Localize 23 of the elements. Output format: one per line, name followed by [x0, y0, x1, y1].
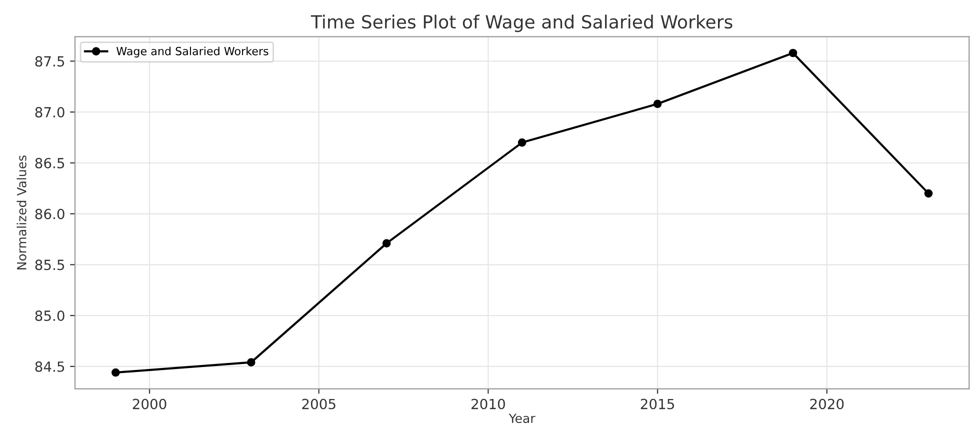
x-axis-title: Year — [508, 414, 536, 424]
x-tick-label: 2015 — [640, 398, 674, 410]
point — [382, 239, 391, 248]
y-tick-label: 86.0 — [35, 208, 64, 220]
y-tick-label: 85.5 — [35, 260, 64, 270]
point — [653, 100, 662, 108]
chart-title: Time Series Plot of Wage and Salaried Workers — [310, 14, 732, 32]
x-tick-label: 2020 — [810, 398, 844, 410]
point — [788, 48, 798, 58]
point — [924, 189, 933, 198]
point — [518, 138, 526, 147]
y-axis-title: Normalized Values — [16, 156, 26, 270]
y-tick-label: 87.5 — [35, 56, 64, 67]
x-tick-label: 2010 — [472, 398, 505, 410]
y-tick-label: 86.5 — [35, 158, 64, 168]
x-tick-label: 2000 — [132, 398, 166, 410]
point — [111, 368, 120, 377]
legend-label: Wage and Salaried Workers — [116, 46, 268, 58]
x-tick-label: 2005 — [302, 398, 336, 410]
y-tick-label: 85.0 — [35, 310, 64, 322]
point — [246, 358, 256, 367]
y-tick-label: 87.0 — [35, 106, 64, 118]
y-tick-label: 84.5 — [35, 361, 64, 372]
